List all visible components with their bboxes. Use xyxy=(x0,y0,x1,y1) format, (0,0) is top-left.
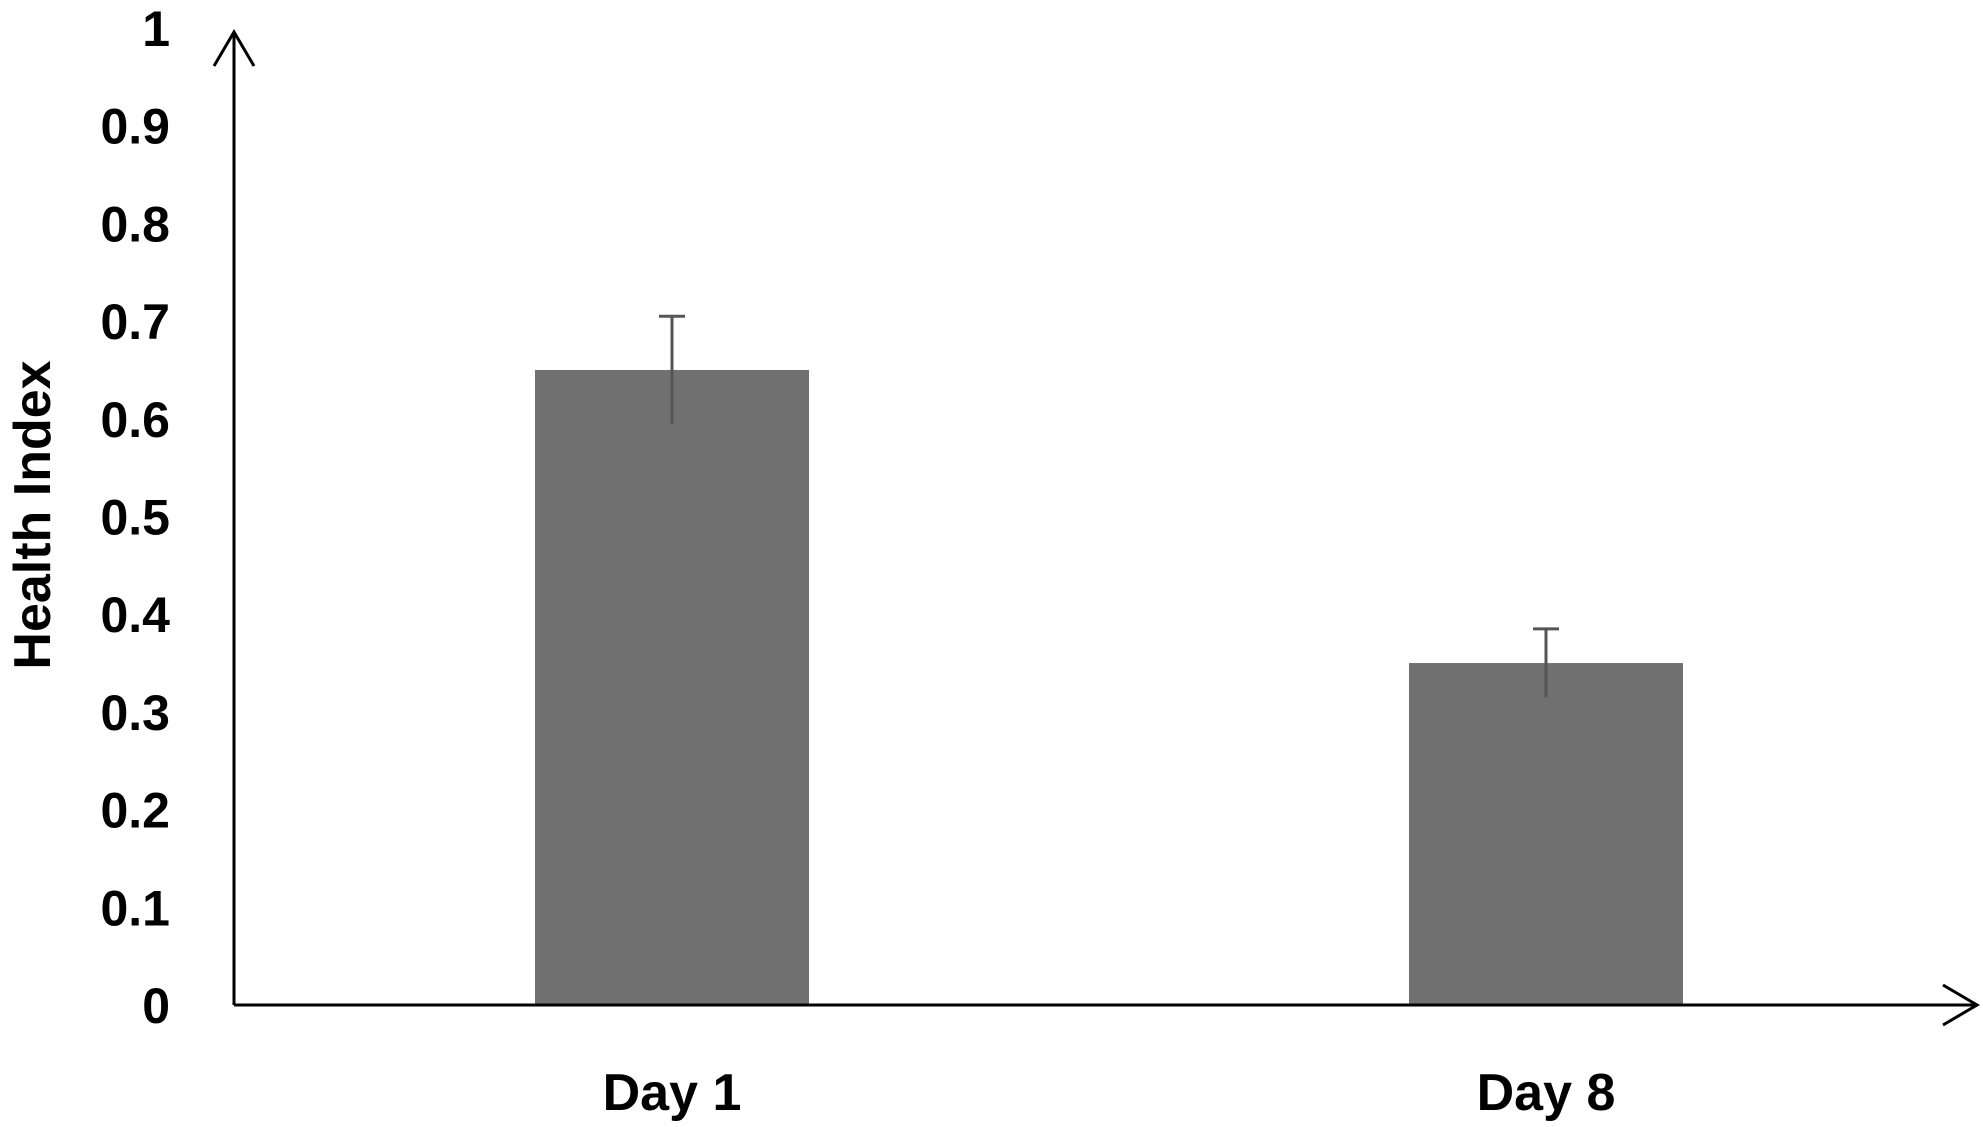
bar xyxy=(535,369,809,1005)
y-tick-label: 0.4 xyxy=(100,587,170,643)
axes xyxy=(212,29,1980,1027)
y-tick-label: 0.3 xyxy=(100,685,170,741)
x-axis-arrowhead xyxy=(1942,983,1980,1027)
y-tick-label: 0.9 xyxy=(100,99,170,155)
x-category-label: Day 8 xyxy=(1477,1064,1616,1122)
y-tick-label: 0.6 xyxy=(100,392,170,448)
x-category-label: Day 1 xyxy=(603,1064,742,1122)
error-bar xyxy=(1533,627,1559,698)
y-tick-label: 0 xyxy=(142,978,170,1034)
x-category-labels: Day 1 Day 8 xyxy=(603,1064,1616,1122)
y-tick-label: 1 xyxy=(142,1,170,57)
y-tick-label: 0.5 xyxy=(100,490,170,546)
y-tick-labels: 0 0.1 0.2 0.3 0.4 0.5 0.6 0.7 0.8 0.9 1 xyxy=(100,1,170,1034)
bar xyxy=(1409,663,1683,1005)
y-axis-arrowhead xyxy=(212,29,256,67)
y-tick-label: 0.7 xyxy=(100,294,170,350)
y-tick-label: 0.1 xyxy=(100,880,170,936)
y-axis-title: Health Index xyxy=(4,360,62,669)
bars xyxy=(535,369,1683,1005)
error-bar xyxy=(659,314,685,424)
y-tick-label: 0.8 xyxy=(100,196,170,252)
y-tick-label: 0.2 xyxy=(100,783,170,839)
error-bars xyxy=(659,314,1559,698)
